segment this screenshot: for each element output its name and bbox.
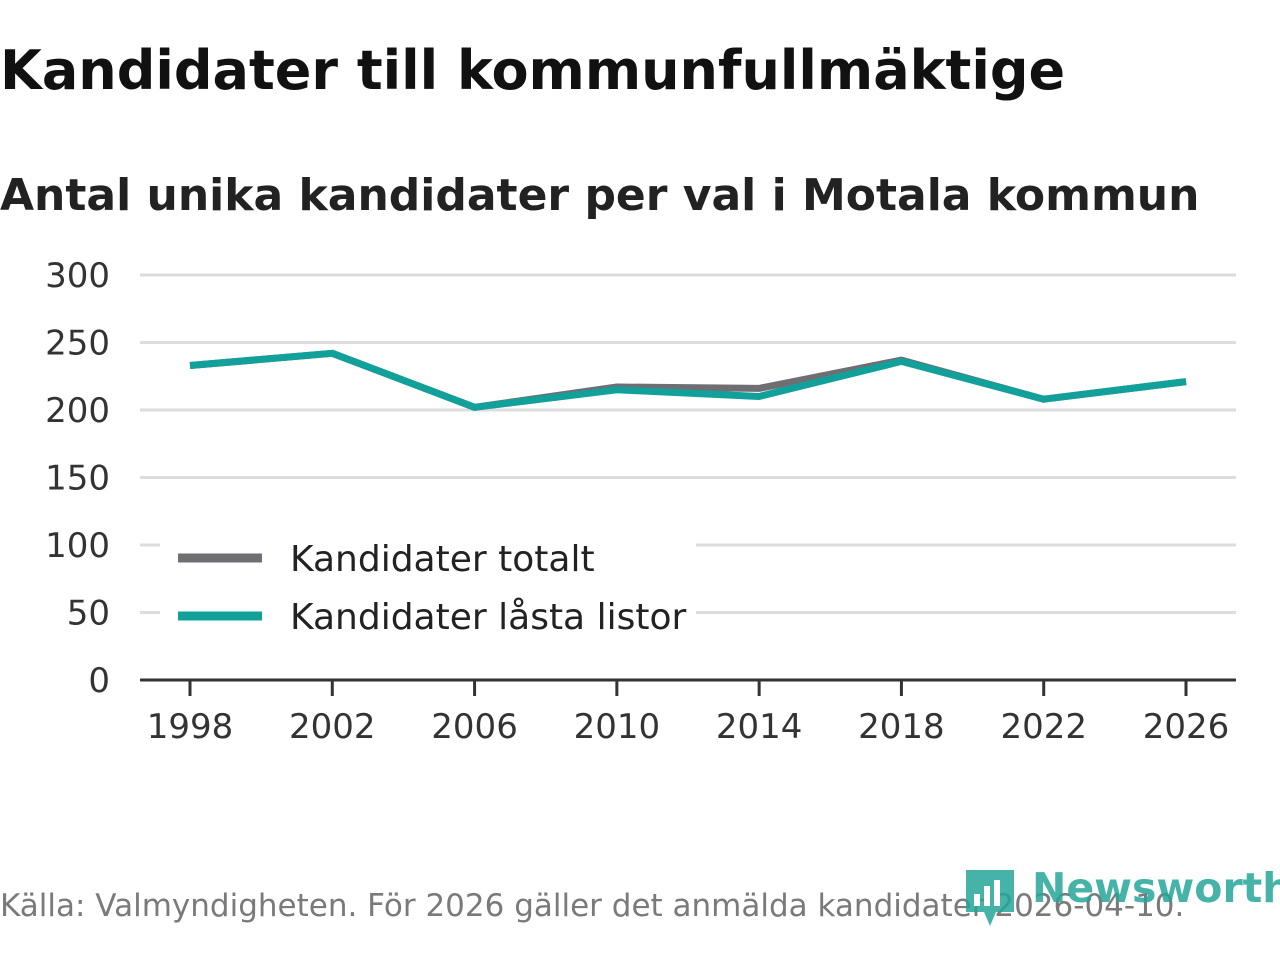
- newsworthy-logo-icon: [966, 870, 1014, 926]
- legend: Kandidater totalt Kandidater låsta listor: [160, 526, 696, 650]
- brand-name: Newsworthy: [1032, 864, 1280, 912]
- x-tick-label-2002: 2002: [289, 707, 376, 747]
- series-line-kandidater-lasta-listor: [189, 349, 1187, 411]
- x-tick-label-2006: 2006: [431, 707, 518, 747]
- y-tick-label-300: 300: [45, 256, 110, 296]
- legend-background: [160, 526, 696, 650]
- x-tick-label-2014: 2014: [716, 707, 803, 747]
- chart-title: Kandidater till kommunfullmäktige: [0, 39, 1066, 102]
- brand-watermark: Newsworthy: [964, 862, 1280, 928]
- y-tick-label-250: 250: [45, 324, 110, 364]
- x-tick-label-2010: 2010: [574, 707, 661, 747]
- y-tick-label-150: 150: [45, 459, 110, 499]
- legend-label-kandidater-totalt: Kandidater totalt: [290, 539, 595, 580]
- legend-label-kandidater-lasta-listor: Kandidater låsta listor: [290, 597, 686, 638]
- y-tick-label-0: 0: [88, 661, 110, 701]
- y-axis-ticks: 0 50 100 150 200 250 300: [45, 256, 110, 701]
- line-chart: 0 50 100 150 200 250 300 1998 2002 2006 2010 2014 2…: [45, 256, 1236, 747]
- y-tick-label-50: 50: [67, 594, 110, 634]
- x-tick-label-2026: 2026: [1143, 707, 1230, 747]
- y-tick-label-200: 200: [45, 391, 110, 431]
- x-tick-label-2022: 2022: [1000, 707, 1087, 747]
- series-lines: [189, 349, 1187, 411]
- chart-subtitle: Antal unika kandidater per val i Motala …: [0, 170, 1200, 221]
- y-tick-label-100: 100: [45, 526, 110, 566]
- x-tick-label-2018: 2018: [858, 707, 945, 747]
- x-tick-label-1998: 1998: [147, 707, 234, 747]
- x-axis: 1998 2002 2006 2010 2014 2018 2022 2026: [140, 678, 1236, 747]
